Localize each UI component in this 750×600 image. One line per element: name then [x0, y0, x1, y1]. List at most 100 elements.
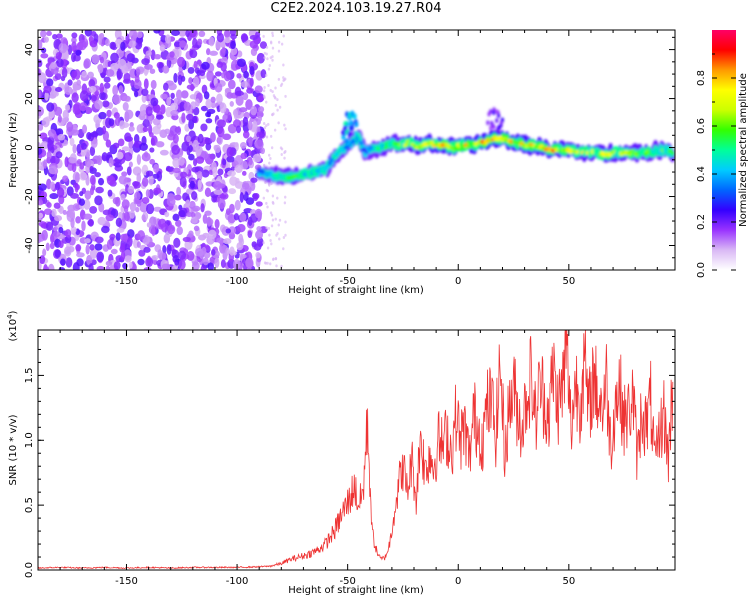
noise-blob: [53, 226, 58, 232]
noise-blob: [105, 69, 115, 77]
noise-blob: [271, 200, 275, 204]
noise-blob: [94, 90, 100, 97]
noise-blob: [217, 168, 224, 176]
snr-xtick-label: -50: [339, 576, 355, 587]
noise-blob: [197, 133, 204, 144]
noise-blob: [271, 58, 274, 62]
noise-blob: [280, 82, 284, 86]
noise-blob: [106, 109, 112, 118]
ridge-spike: [487, 111, 491, 117]
noise-blob: [71, 92, 79, 103]
noise-blob: [190, 216, 198, 224]
noise-blob: [113, 112, 120, 119]
noise-blob: [153, 104, 161, 113]
noise-blob: [55, 182, 60, 191]
noise-blob: [46, 150, 52, 160]
noise-blob: [115, 232, 121, 241]
noise-blob: [47, 263, 55, 270]
noise-blob: [255, 230, 264, 240]
ridge-spike: [349, 120, 354, 127]
noise-blob: [216, 93, 223, 105]
noise-blob: [177, 74, 183, 86]
noise-blob: [196, 38, 203, 46]
snr-ytick-label: 0.0: [24, 562, 35, 578]
colorbar-label: Normalized spectral amplitude: [738, 73, 749, 227]
noise-blob: [175, 89, 183, 101]
noise-blob: [271, 55, 274, 59]
noise-blob: [110, 248, 118, 255]
noise-blob: [86, 132, 92, 140]
noise-blob: [242, 116, 249, 127]
noise-blob: [180, 171, 187, 179]
noise-blob: [274, 86, 277, 90]
noise-blob: [210, 249, 216, 256]
noise-blob: [64, 104, 71, 111]
noise-blob: [214, 257, 220, 269]
noise-blob: [271, 90, 274, 94]
noise-blob: [43, 266, 50, 270]
noise-blob: [269, 134, 273, 138]
noise-blob: [98, 111, 107, 120]
snr-marks: [38, 330, 674, 570]
noise-blob: [134, 90, 139, 98]
noise-blob: [61, 67, 68, 79]
noise-blob: [178, 259, 186, 270]
noise-blob: [159, 149, 169, 156]
noise-blob: [154, 53, 161, 60]
noise-blob: [179, 40, 187, 48]
noise-blob: [263, 126, 267, 130]
noise-blob: [234, 141, 239, 152]
noise-blob: [102, 125, 107, 135]
noise-blob: [116, 68, 123, 80]
noise-blob: [159, 44, 166, 52]
noise-blob: [89, 131, 99, 138]
noise-blob: [283, 201, 287, 205]
noise-blob: [223, 71, 231, 82]
noise-blob: [88, 263, 94, 270]
noise-blob: [207, 262, 214, 270]
noise-blob: [64, 156, 69, 168]
noise-blob: [124, 109, 134, 120]
noise-blob: [54, 73, 62, 81]
snr-ytick-label: 1.5: [24, 367, 35, 383]
noise-blob: [205, 111, 211, 118]
noise-blob: [38, 221, 47, 227]
noise-blob: [181, 112, 186, 124]
noise-blob: [79, 191, 84, 197]
ridge-spike: [492, 124, 496, 130]
noise-blob: [222, 158, 227, 166]
noise-blob: [118, 175, 128, 185]
noise-blob: [250, 177, 258, 183]
ridge-core: [606, 152, 613, 157]
noise-blob: [94, 99, 103, 110]
noise-blob: [141, 152, 151, 162]
noise-blob: [112, 94, 122, 105]
noise-blob: [124, 132, 132, 142]
noise-blob: [143, 266, 152, 270]
spectrogram-xlabel: Height of straight line (km): [288, 285, 424, 296]
noise-blob: [105, 139, 112, 148]
noise-blob: [38, 124, 44, 131]
noise-blob: [217, 198, 226, 210]
noise-blob: [49, 242, 55, 250]
noise-blob: [129, 210, 136, 219]
noise-blob: [256, 131, 263, 138]
noise-blob: [265, 100, 268, 104]
noise-blob: [255, 251, 261, 259]
noise-blob: [227, 111, 232, 121]
noise-blob: [136, 198, 142, 207]
noise-blob: [188, 145, 193, 153]
ridge-spike: [492, 110, 496, 116]
ridge-spike: [353, 130, 358, 137]
noise-blob: [84, 190, 92, 200]
noise-blob: [256, 52, 265, 64]
noise-blob: [186, 135, 191, 143]
snr-ylabel: SNR (10 * v/v): [8, 414, 19, 485]
noise-blob: [82, 124, 88, 134]
noise-blob: [155, 141, 165, 148]
noise-blob: [137, 230, 146, 241]
noise-blob: [189, 49, 198, 59]
noise-blob: [265, 73, 268, 77]
noise-blob: [83, 213, 93, 220]
noise-blob: [54, 215, 63, 222]
